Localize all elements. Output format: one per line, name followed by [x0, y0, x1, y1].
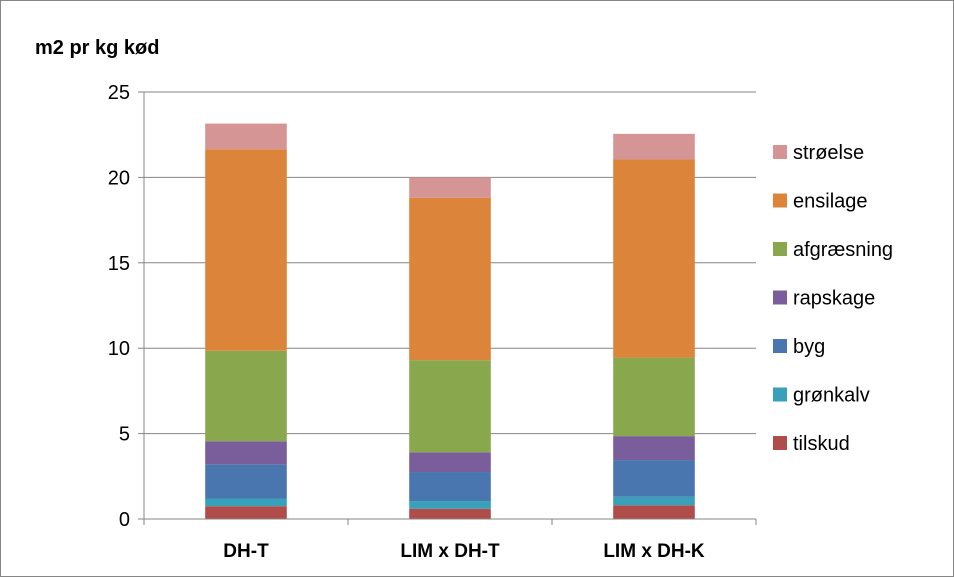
legend-swatch-ensilage	[773, 193, 787, 208]
bar-lim-x-dh-t-byg	[409, 472, 491, 502]
bar-lim-x-dh-k-str-else	[613, 133, 695, 160]
bar-lim-x-dh-t-gr-nkalv	[409, 501, 491, 509]
legend-label-str-else: strøelse	[793, 142, 864, 164]
bar-lim-x-dh-t-ensilage	[409, 197, 491, 361]
y-tick-label-0: 0	[119, 509, 130, 531]
y-tick-label-5: 5	[119, 424, 130, 446]
bar-lim-x-dh-k-byg	[613, 460, 695, 497]
bar-dh-t-tilskud	[205, 506, 287, 519]
legend-swatch-byg	[773, 339, 787, 353]
legend-label-ensilage: ensilage	[793, 191, 868, 213]
x-category-label-lim-x-dh-t: LIM x DH-T	[400, 541, 500, 562]
legend-label-rapskage: rapskage	[793, 288, 875, 310]
bar-lim-x-dh-k-tilskud	[613, 505, 695, 519]
y-axis-title: m2 pr kg kød	[35, 37, 160, 59]
bar-lim-x-dh-t-tilskud	[409, 508, 491, 519]
legend-swatch-tilskud	[773, 436, 787, 450]
legend: strøelse ensilage afgræsning rapskage byg grø…	[773, 142, 893, 455]
y-tick-label-20: 20	[108, 167, 130, 189]
x-category-label-dh-t: DH-T	[223, 541, 269, 562]
bar-lim-x-dh-t-str-else	[409, 177, 491, 198]
y-tick-label-15: 15	[108, 253, 130, 275]
bar-dh-t-afgr-sning	[205, 350, 287, 442]
bar-lim-x-dh-t-rapskage	[409, 452, 491, 473]
bar-dh-t-str-else	[205, 123, 287, 150]
legend-label-afgr-sning: afgræsning	[793, 239, 893, 261]
legend-label-tilskud: tilskud	[793, 433, 850, 455]
axes	[138, 91, 757, 525]
y-tick-label-10: 10	[108, 338, 130, 360]
bar-dh-t-ensilage	[205, 149, 287, 351]
bar-dh-t-byg	[205, 464, 287, 499]
legend-swatch-gr-nkalv	[773, 387, 787, 402]
bars	[205, 123, 695, 519]
bar-lim-x-dh-k-afgr-sning	[613, 357, 695, 437]
legend-swatch-rapskage	[773, 290, 787, 305]
legend-swatch-afgr-sning	[773, 242, 787, 256]
bar-dh-t-rapskage	[205, 441, 287, 465]
x-category-labels: DH-T LIM x DH-T LIM x DH-K	[223, 541, 705, 562]
bar-lim-x-dh-k-rapskage	[613, 436, 695, 461]
legend-swatch-str-else	[773, 145, 787, 159]
bar-lim-x-dh-k-ensilage	[613, 159, 695, 358]
y-tick-label-25: 25	[108, 82, 130, 104]
bar-dh-t-gr-nkalv	[205, 498, 287, 507]
y-tick-labels: 0 5 10 15 20 25	[108, 82, 130, 531]
x-category-label-lim-x-dh-k: LIM x DH-K	[603, 541, 705, 562]
bar-lim-x-dh-t-afgr-sning	[409, 360, 491, 453]
legend-label-gr-nkalv: grønkalv	[793, 385, 870, 407]
legend-label-byg: byg	[793, 336, 825, 358]
bar-lim-x-dh-k-gr-nkalv	[613, 496, 695, 506]
